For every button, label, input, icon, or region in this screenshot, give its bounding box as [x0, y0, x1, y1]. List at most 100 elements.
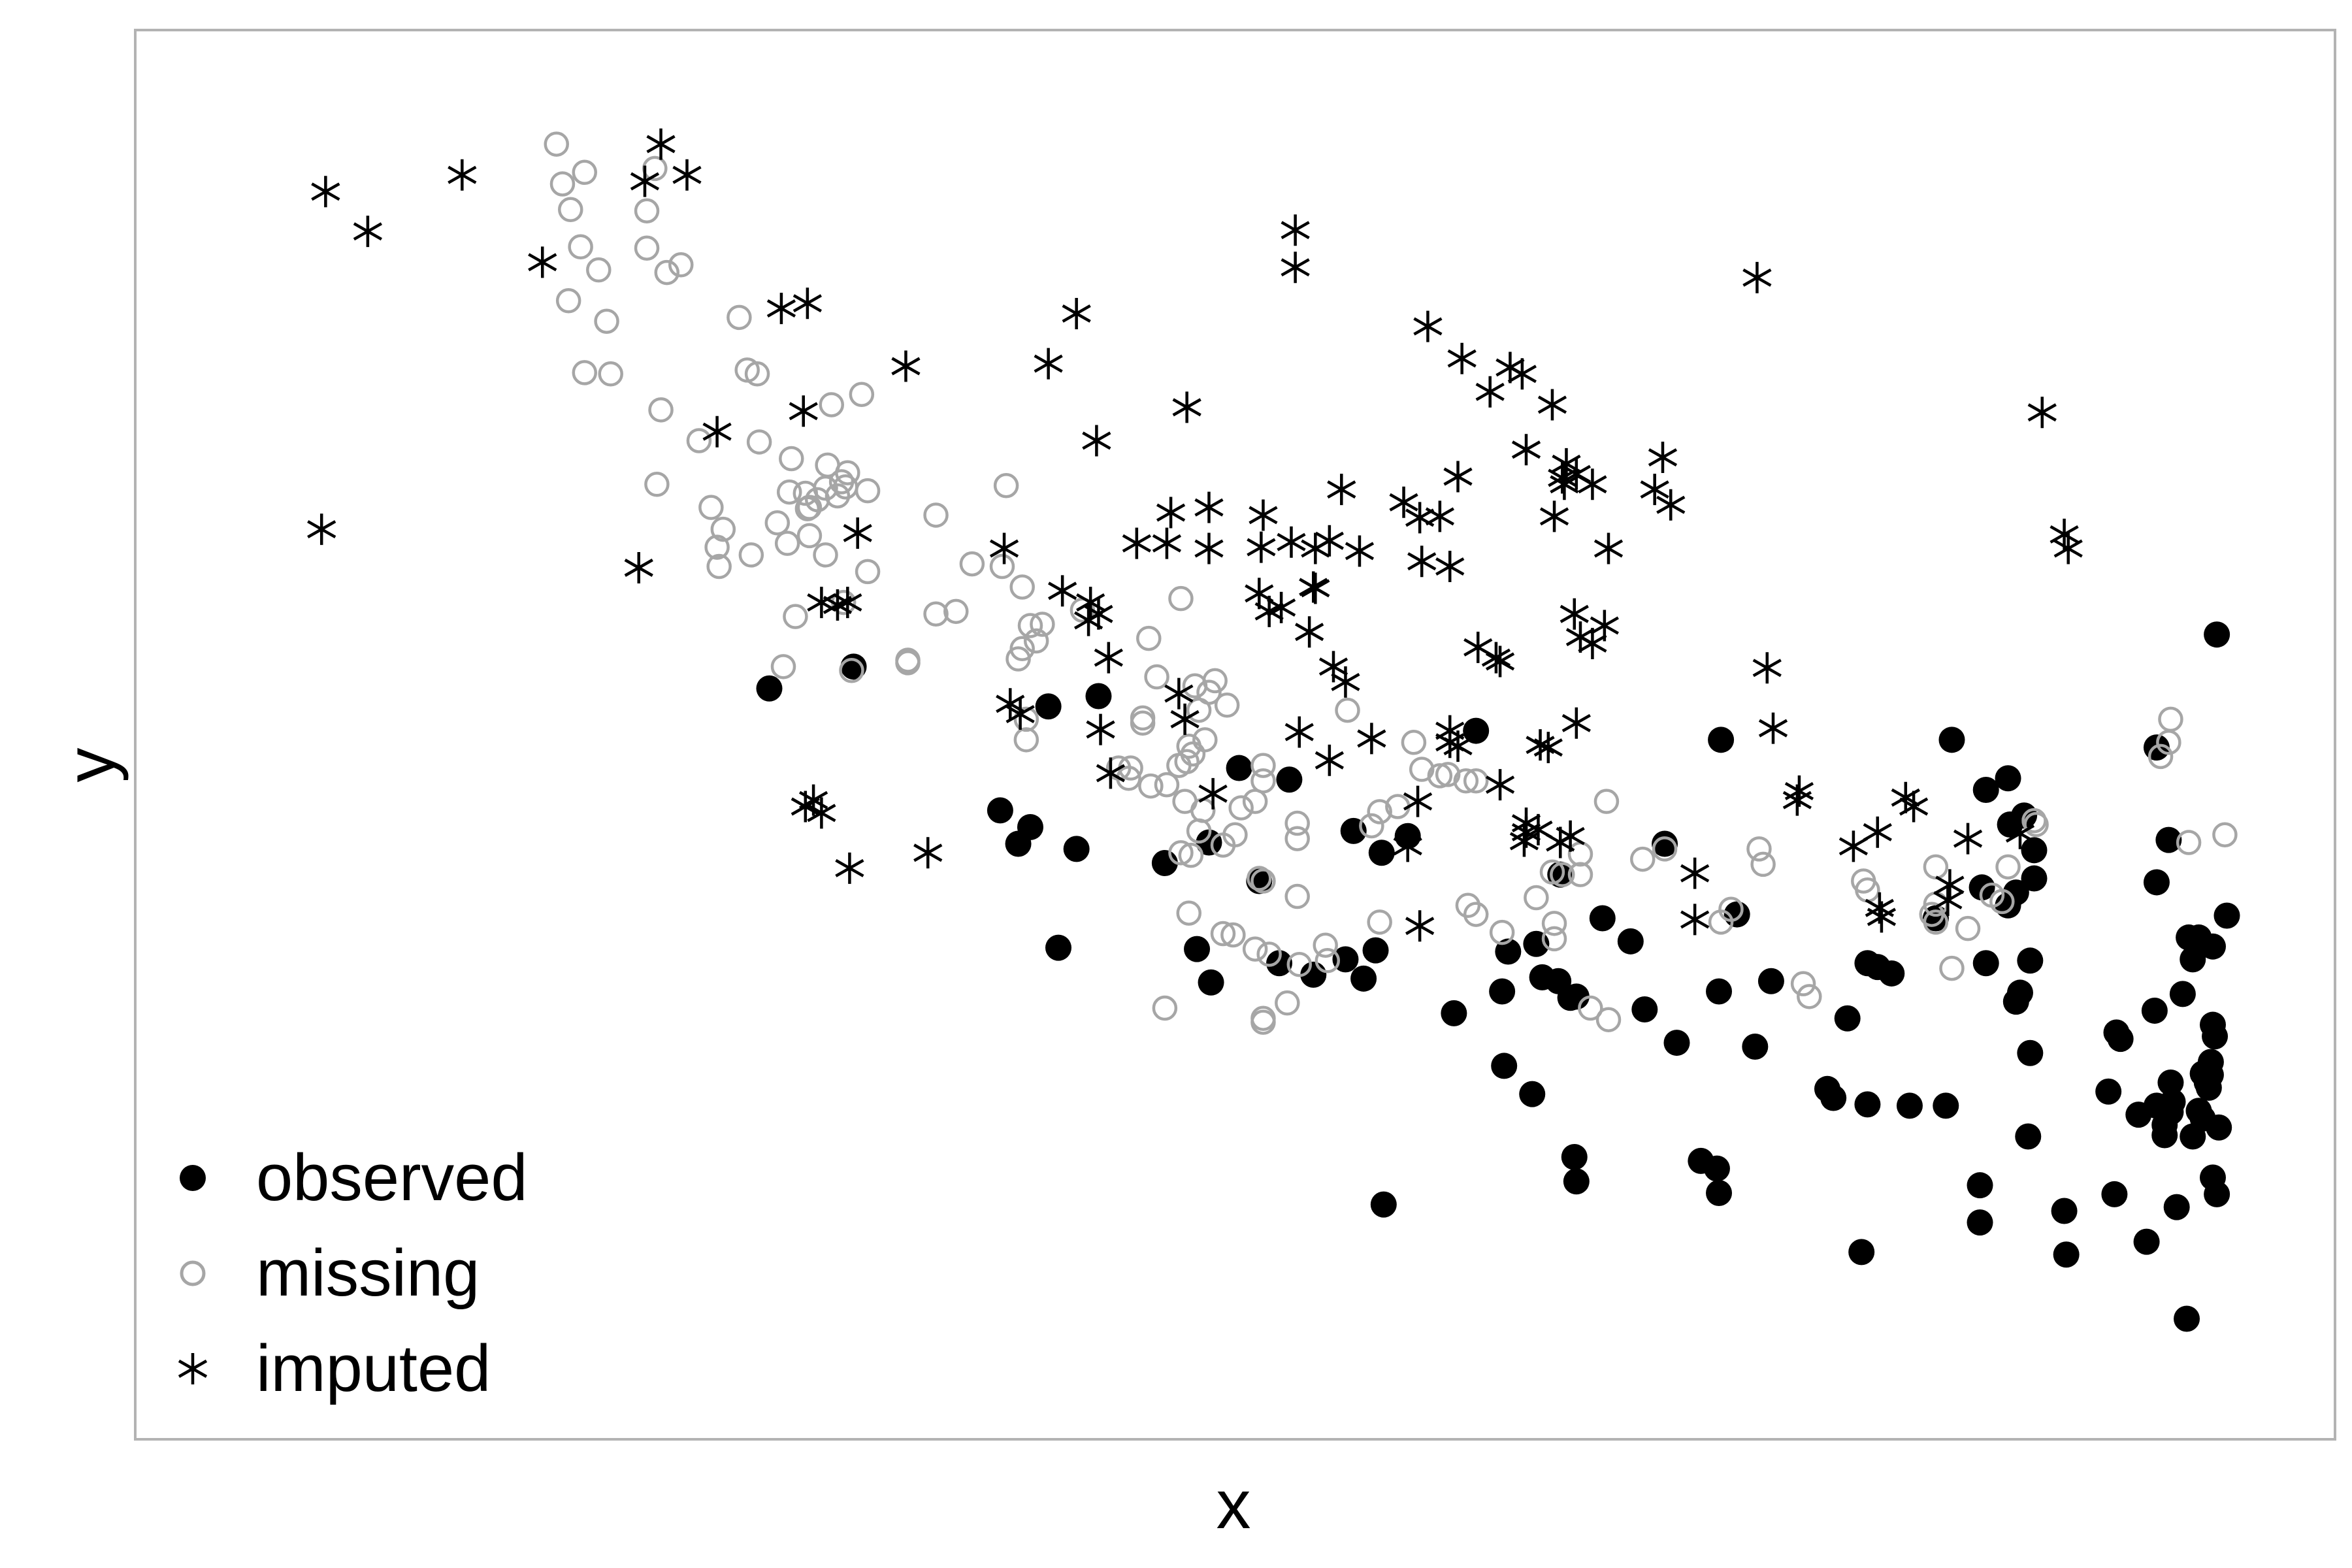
point-observed [2197, 1049, 2224, 1075]
point-missing [1790, 971, 1816, 996]
point-missing [794, 496, 821, 521]
point-observed [2159, 1088, 2186, 1115]
point-missing [1750, 851, 1776, 877]
point-observed [1995, 765, 2021, 792]
point-missing [1427, 763, 1453, 789]
point-imputed [1680, 904, 1710, 936]
point-missing [598, 361, 623, 387]
point-imputed [311, 176, 340, 208]
point-missing [2021, 808, 2047, 834]
point-missing [1284, 826, 1310, 851]
point-imputed [989, 532, 1019, 564]
point-imputed [1393, 830, 1422, 862]
point-imputed [843, 517, 872, 549]
point-missing [1359, 813, 1384, 839]
point-missing [1256, 941, 1282, 967]
legend-item-observed: observed [157, 1130, 528, 1226]
point-imputed [1758, 712, 1788, 744]
point-imputed [1156, 497, 1186, 529]
point-missing [1182, 673, 1208, 699]
point-missing [1955, 915, 1981, 941]
point-imputed [1550, 468, 1579, 500]
point-missing [776, 479, 802, 505]
point-observed [1198, 969, 1224, 996]
point-missing [943, 598, 969, 625]
point-missing [2148, 743, 2174, 770]
point-imputed [913, 837, 943, 869]
point-missing [1939, 955, 1965, 981]
point-missing [1435, 762, 1461, 787]
point-observed [2143, 869, 2170, 896]
point-observed [1757, 968, 1784, 994]
point-observed [1878, 960, 1905, 987]
point-imputed [1295, 616, 1324, 648]
point-missing [594, 308, 619, 334]
point-missing [1541, 926, 1567, 952]
point-observed [1848, 1239, 1875, 1266]
point-observed [1742, 1033, 1769, 1060]
point-imputed [1152, 527, 1182, 559]
point-observed [1561, 1143, 1588, 1170]
y-axis-label: y [52, 747, 129, 783]
point-imputed [1172, 391, 1201, 423]
point-observed [2202, 1023, 2229, 1050]
point-imputed [791, 791, 820, 823]
legend: observed missing imputed [157, 1130, 528, 1416]
point-missing [1192, 727, 1218, 753]
point-missing [1746, 836, 1772, 862]
point-imputed [1194, 491, 1224, 523]
point-imputed [1443, 461, 1473, 493]
point-imputed [1578, 627, 1607, 659]
point-imputed [1281, 252, 1310, 284]
point-missing [1168, 840, 1194, 866]
point-observed [2157, 1069, 2184, 1096]
point-imputed [672, 159, 702, 191]
point-missing [1013, 727, 1039, 753]
point-imputed [1076, 587, 1105, 619]
point-missing [1178, 842, 1204, 868]
point-missing [1190, 798, 1216, 823]
point-imputed [792, 287, 822, 319]
point-missing [774, 531, 800, 556]
point-observed [1463, 717, 1490, 744]
point-missing [549, 171, 576, 197]
point-imputed [891, 350, 921, 382]
filled-circle-icon [157, 1130, 229, 1226]
point-missing [1995, 854, 2021, 880]
point-missing [1017, 613, 1043, 638]
point-observed [2199, 1164, 2226, 1191]
point-imputed [1247, 531, 1276, 563]
point-missing [1335, 697, 1360, 723]
point-observed [1276, 766, 1303, 793]
point-observed [1017, 813, 1043, 840]
point-imputed [1435, 551, 1465, 583]
point-missing [1489, 919, 1515, 945]
point-missing [783, 604, 808, 629]
point-missing [1214, 693, 1240, 718]
point-missing [1186, 697, 1212, 723]
point-observed [1617, 928, 1644, 955]
point-missing [1144, 664, 1169, 690]
point-imputed [1539, 500, 1569, 532]
point-missing [1242, 936, 1268, 962]
point-observed [1350, 965, 1377, 992]
point-missing [1220, 922, 1246, 948]
point-imputed [1475, 376, 1505, 408]
point-imputed [1096, 757, 1126, 789]
point-missing [1174, 749, 1200, 774]
point-imputed [1327, 474, 1356, 506]
point-observed [1967, 1172, 1993, 1199]
point-missing [1013, 706, 1039, 732]
point-missing [796, 523, 823, 549]
point-imputed [1463, 631, 1493, 663]
point-observed [1820, 1085, 1847, 1111]
point-observed [2163, 1194, 2190, 1220]
point-missing [1797, 984, 1822, 1009]
point-imputed [823, 589, 853, 621]
point-imputed [2027, 397, 2057, 429]
point-imputed [807, 797, 836, 829]
point-missing [1210, 921, 1236, 947]
point-imputed [1405, 910, 1435, 942]
point-imputed [1511, 808, 1541, 840]
